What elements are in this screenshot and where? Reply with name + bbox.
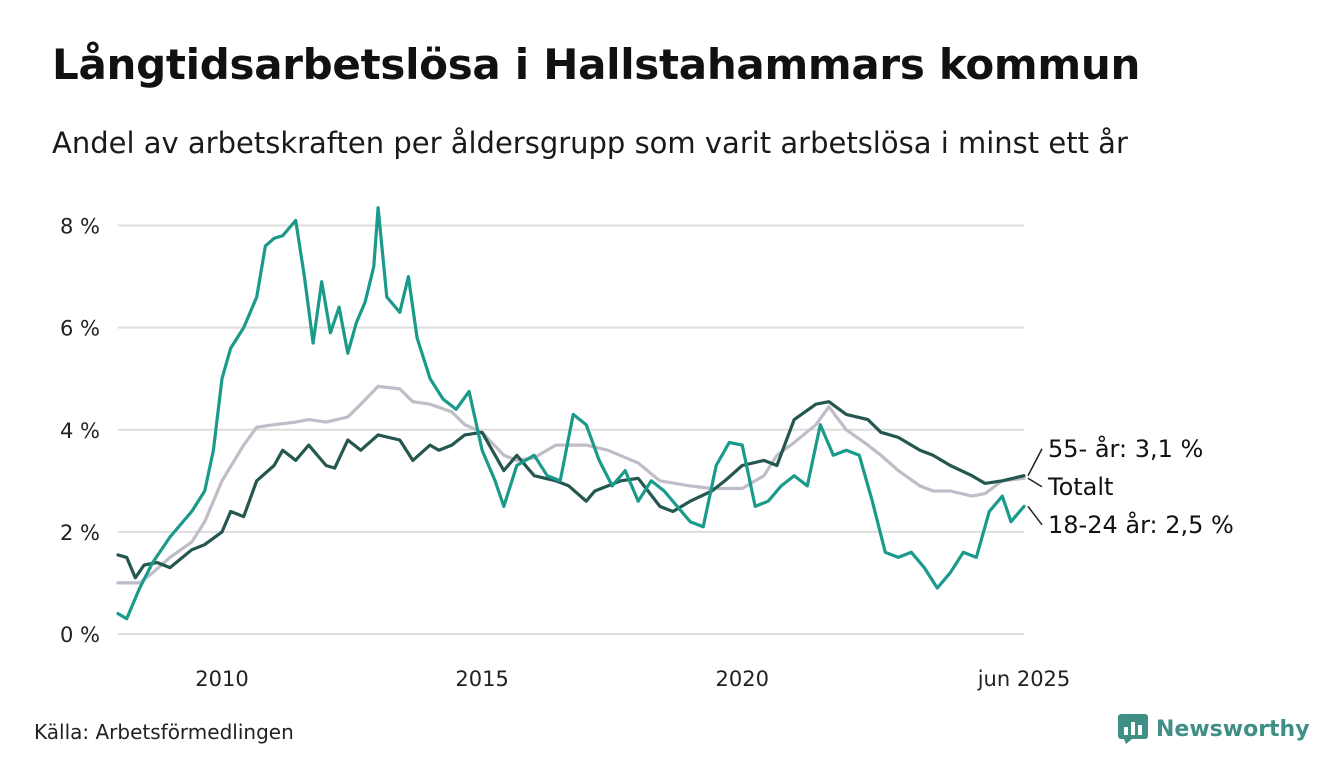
- brand-name: Newsworthy: [1156, 716, 1310, 742]
- series-line: [116, 206, 1026, 621]
- line-chart: 0 % 2 % 4 % 6 % 8 % 2010 2015 2020 jun 2025 55-…: [60, 206, 1234, 691]
- x-tick-label: jun 2025: [977, 667, 1071, 691]
- x-tick-label: 2015: [455, 667, 508, 691]
- series-lines: [116, 206, 1026, 621]
- newsworthy-logo-icon: [1118, 714, 1148, 744]
- y-axis: 0 % 2 % 4 % 6 % 8 %: [60, 215, 100, 647]
- end-labels: 55- år: 3,1 % Totalt 18-24 år: 2,5 %: [1027, 434, 1234, 539]
- source-note: Källa: Arbetsförmedlingen: [34, 720, 294, 744]
- end-label-leader: [1027, 448, 1043, 477]
- end-label-leader: [1027, 477, 1043, 488]
- series-line: [116, 400, 1026, 580]
- series-end-label: Totalt: [1047, 473, 1113, 501]
- y-tick-label: 2 %: [60, 521, 100, 545]
- y-tick-label: 0 %: [60, 623, 100, 647]
- y-tick-label: 4 %: [60, 419, 100, 443]
- end-label-leader: [1027, 505, 1043, 526]
- brand-logo: Newsworthy: [1118, 712, 1310, 746]
- x-axis: 2010 2015 2020 jun 2025: [195, 667, 1070, 691]
- series-end-label: 55- år: 3,1 %: [1048, 434, 1203, 463]
- x-tick-label: 2020: [716, 667, 769, 691]
- x-tick-label: 2010: [195, 667, 248, 691]
- series-end-label: 18-24 år: 2,5 %: [1048, 510, 1234, 539]
- chart-title: Långtidsarbetslösa i Hallstahammars komm…: [52, 40, 1141, 89]
- y-tick-label: 8 %: [60, 215, 100, 239]
- y-tick-label: 6 %: [60, 317, 100, 341]
- chart-subtitle: Andel av arbetskraften per åldersgrupp s…: [52, 126, 1128, 160]
